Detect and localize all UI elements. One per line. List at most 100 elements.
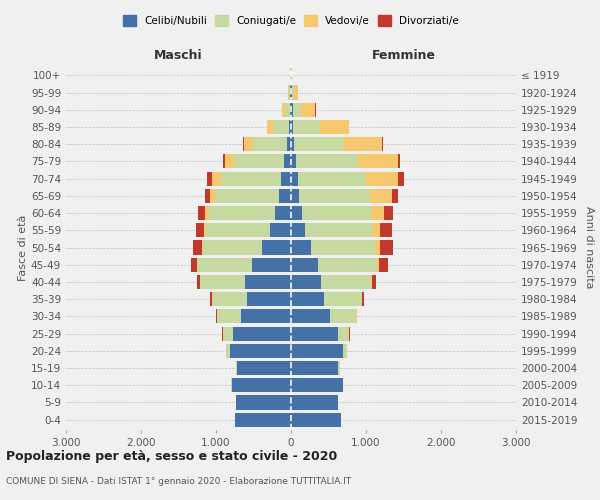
Bar (291, 240, 311, 254)
Bar (233, 326, 291, 340)
Bar (370, 189, 392, 203)
Bar (298, 172, 366, 185)
Bar (291, 344, 343, 358)
Bar (197, 258, 252, 272)
Bar (270, 223, 291, 238)
Text: Popolazione per età, sesso e stato civile - 2020: Popolazione per età, sesso e stato civil… (6, 450, 337, 463)
Bar (311, 240, 375, 254)
Bar (279, 189, 291, 203)
Bar (204, 223, 206, 238)
Bar (318, 258, 377, 272)
Bar (241, 310, 291, 324)
Bar (253, 137, 287, 152)
Bar (234, 154, 284, 168)
Bar (209, 206, 275, 220)
Bar (320, 120, 349, 134)
Bar (291, 412, 341, 426)
Bar (224, 154, 234, 168)
Bar (291, 172, 298, 185)
Bar (275, 206, 291, 220)
Bar (301, 102, 316, 117)
Bar (236, 361, 237, 375)
Bar (392, 189, 398, 203)
Bar (291, 361, 338, 375)
Bar (294, 86, 298, 100)
Bar (203, 240, 262, 254)
Bar (281, 172, 291, 185)
Bar (291, 258, 318, 272)
Bar (293, 102, 301, 117)
Y-axis label: Fasce di età: Fasce di età (18, 214, 28, 280)
Bar (244, 137, 253, 152)
Bar (262, 240, 291, 254)
Bar (284, 154, 291, 168)
Bar (273, 120, 289, 134)
Bar (212, 292, 247, 306)
Bar (205, 189, 209, 203)
Bar (237, 361, 291, 375)
Bar (305, 223, 371, 238)
Bar (291, 137, 295, 152)
Bar (292, 86, 294, 100)
Bar (343, 344, 347, 358)
Text: Maschi: Maschi (154, 50, 203, 62)
Bar (293, 120, 320, 134)
Bar (321, 275, 371, 289)
Bar (290, 86, 291, 100)
Bar (223, 154, 224, 168)
Bar (252, 258, 291, 272)
Bar (295, 137, 343, 152)
Bar (291, 120, 293, 134)
Bar (229, 344, 291, 358)
Bar (291, 275, 321, 289)
Bar (289, 86, 290, 100)
Bar (299, 189, 370, 203)
Bar (200, 275, 245, 289)
Bar (380, 240, 393, 254)
Bar (283, 102, 285, 117)
Y-axis label: Anni di nascita: Anni di nascita (584, 206, 594, 289)
Bar (289, 120, 291, 134)
Bar (236, 396, 291, 409)
Bar (231, 378, 232, 392)
Bar (337, 326, 349, 340)
Text: COMUNE DI SIENA - Dati ISTAT 1° gennaio 2020 - Elaborazione TUTTITALIA.IT: COMUNE DI SIENA - Dati ISTAT 1° gennaio … (6, 478, 351, 486)
Bar (291, 378, 343, 392)
Bar (377, 258, 379, 272)
Bar (209, 189, 215, 203)
Bar (379, 258, 388, 272)
Bar (215, 189, 279, 203)
Bar (198, 206, 205, 220)
Bar (356, 310, 358, 324)
Bar (210, 292, 212, 306)
Bar (202, 240, 203, 254)
Bar (288, 86, 289, 100)
Bar (268, 120, 273, 134)
Bar (291, 189, 299, 203)
Bar (196, 223, 204, 238)
Bar (302, 206, 371, 220)
Bar (291, 310, 330, 324)
Bar (291, 292, 324, 306)
Bar (362, 292, 364, 306)
Bar (206, 172, 212, 185)
Bar (338, 361, 340, 375)
Bar (191, 258, 197, 272)
Bar (371, 223, 380, 238)
Bar (398, 154, 400, 168)
Bar (287, 137, 291, 152)
Bar (291, 223, 305, 238)
Bar (358, 154, 398, 168)
Bar (285, 102, 290, 117)
Bar (226, 344, 229, 358)
Bar (243, 137, 244, 152)
Bar (291, 206, 302, 220)
Bar (296, 154, 358, 168)
Bar (291, 154, 296, 168)
Bar (385, 206, 393, 220)
Bar (235, 412, 291, 426)
Bar (216, 310, 217, 324)
Bar (375, 240, 380, 254)
Text: Femmine: Femmine (371, 50, 436, 62)
Bar (193, 240, 202, 254)
